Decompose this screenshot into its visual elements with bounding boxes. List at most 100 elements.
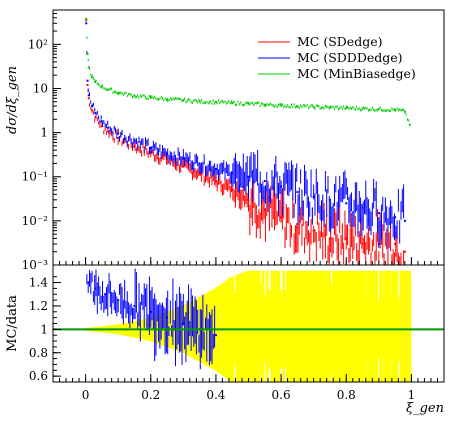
data-point: [149, 96, 152, 99]
lower-y-tick-label: 1.4: [29, 276, 48, 290]
lower-y-axis-label: MC/data: [5, 295, 20, 352]
data-point: [328, 106, 331, 109]
data-point: [198, 172, 201, 175]
data-point: [133, 139, 136, 142]
x-tick-label: 0.4: [206, 388, 225, 402]
upper-y-axis: 10⁻³ 10⁻² 10⁻¹ 1 10 10²: [22, 9, 61, 272]
ratio-point: [133, 304, 136, 307]
lower-y-tick-label: 0.6: [29, 369, 48, 383]
lower-y-axis: 0.6 0.8 1 1.2 1.4: [29, 276, 61, 383]
x-tick-label: 0.8: [337, 388, 356, 402]
data-point: [198, 162, 201, 165]
upper-y-tick-label: 10⁻¹: [22, 170, 48, 184]
data-point: [107, 130, 110, 133]
ratio-point: [117, 299, 120, 302]
data-point: [198, 100, 201, 103]
x-axis-label: ξ_gen: [406, 401, 444, 416]
data-point: [280, 104, 283, 107]
legend: MC (SDedge)MC (SDDDedge)MC (MinBiasedge): [258, 34, 416, 81]
data-point: [231, 101, 234, 104]
data-uncertainty-band: [84, 270, 412, 382]
data-point: [87, 94, 90, 97]
data-point: [107, 126, 110, 129]
data-point: [117, 91, 120, 94]
data-point: [85, 17, 88, 20]
data-point: [133, 94, 136, 97]
x-tick-label: 0.6: [272, 388, 291, 402]
legend-label: MC (MinBiasedge): [297, 66, 416, 81]
data-point: [361, 242, 364, 245]
data-point: [263, 208, 266, 211]
data-point: [296, 226, 299, 229]
series-mc-sdddedge-: [85, 22, 406, 249]
data-point: [394, 242, 397, 245]
lower-y-tick-label: 0.8: [29, 346, 48, 360]
ratio-point: [166, 316, 169, 319]
ratio-point: [87, 281, 90, 284]
data-point: [166, 158, 169, 161]
x-tick-label: 0: [82, 388, 90, 402]
upper-y-tick-label: 1: [40, 126, 48, 140]
data-point: [94, 111, 97, 114]
data-point: [100, 125, 103, 128]
data-point: [117, 132, 120, 135]
data-point: [85, 22, 88, 25]
data-point: [117, 137, 120, 140]
data-point: [91, 76, 94, 79]
data-point: [408, 123, 411, 126]
data-point: [361, 107, 364, 110]
upper-series-group: [85, 17, 411, 265]
lower-series-group: [86, 268, 217, 370]
data-point: [86, 53, 89, 56]
data-point: [345, 202, 348, 205]
band-bin: [408, 270, 412, 382]
x-axis: 0 0.2 0.4 0.6 0.8 1: [59, 257, 438, 402]
upper-plot-frame: [52, 9, 445, 266]
legend-label: MC (SDedge): [297, 34, 382, 49]
data-point: [394, 108, 397, 111]
data-point: [328, 237, 331, 240]
upper-y-tick-label: 10: [33, 81, 48, 95]
lower-y-tick-label: 1.2: [29, 299, 48, 313]
data-point: [247, 175, 250, 178]
lower-panel: 0.6 0.8 1 1.2 1.4 MC/data: [5, 264, 445, 383]
series-mc-minbiasedge-: [85, 17, 411, 126]
data-point: [85, 19, 88, 22]
upper-y-tick-label: 10²: [28, 37, 48, 51]
upper-panel: 10⁻³ 10⁻² 10⁻¹ 1 10 10² MC (SDedge)MC (SDDDed…: [5, 9, 445, 272]
data-point: [166, 98, 169, 101]
data-point: [87, 66, 90, 69]
data-point: [100, 120, 103, 123]
data-point: [100, 85, 103, 88]
data-point: [94, 81, 97, 84]
data-point: [182, 157, 185, 160]
ratio-point: [94, 287, 97, 290]
lower-y-tick-label: 1: [40, 322, 48, 336]
data-point: [328, 198, 331, 201]
data-point: [345, 107, 348, 110]
upper-y-tick-label: 10⁻²: [22, 214, 49, 228]
data-point: [166, 152, 169, 155]
data-point: [403, 219, 406, 222]
data-point: [361, 206, 364, 209]
data-point: [86, 79, 89, 82]
x-tick-label: 1: [408, 388, 416, 402]
ratio-point: [214, 334, 217, 337]
data-point: [231, 172, 234, 175]
data-point: [394, 216, 397, 219]
data-point: [133, 144, 136, 147]
upper-y-axis-label: dσ/dξ_gen: [5, 66, 20, 134]
data-point: [107, 88, 110, 91]
data-point: [87, 97, 90, 100]
data-point: [86, 83, 89, 86]
data-point: [94, 116, 97, 119]
x-tick-label: 0.2: [141, 388, 160, 402]
upper-y-tick-label: 10⁻³: [22, 258, 49, 272]
ratio-series: [86, 268, 217, 370]
data-point: [231, 189, 234, 192]
legend-label: MC (SDDDedge): [297, 50, 403, 65]
data-point: [263, 180, 266, 183]
data-point: [296, 105, 299, 108]
data-point: [377, 212, 380, 215]
